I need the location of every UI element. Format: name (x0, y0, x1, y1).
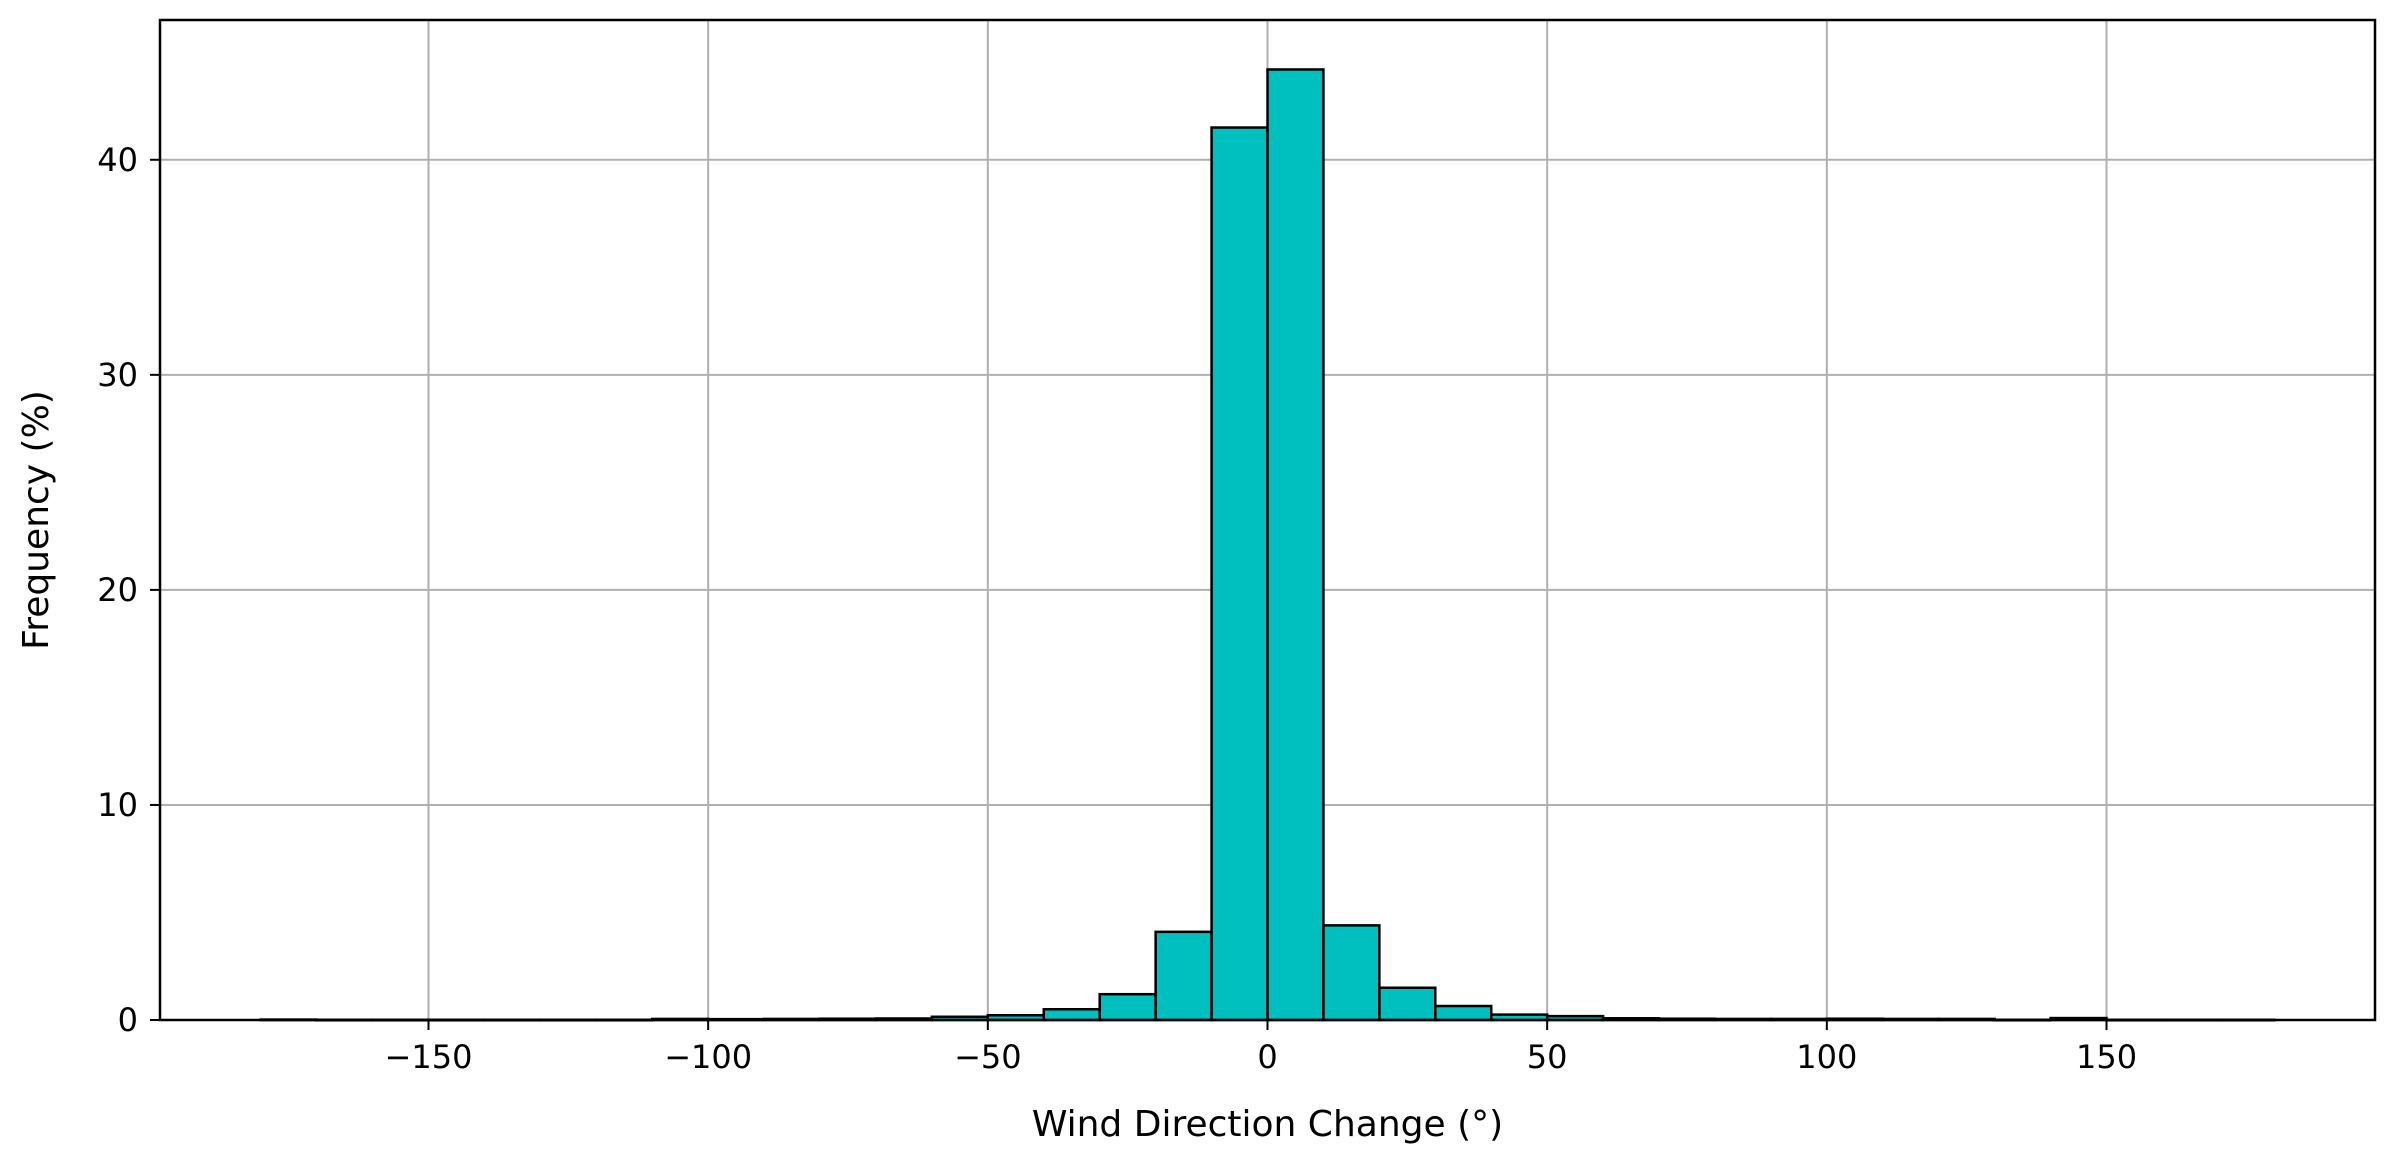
y-tick-label: 40 (97, 141, 138, 179)
x-tick-label: −50 (954, 1038, 1022, 1076)
x-tick-label: 0 (1257, 1038, 1277, 1076)
histogram-bar (1378, 986, 1437, 1022)
x-tick-label: 50 (1527, 1038, 1568, 1076)
y-tick-label: 10 (97, 786, 138, 824)
x-axis-label: Wind Direction Change (°) (1032, 1104, 1503, 1145)
x-axis-ticks: −150 −100 −50 0 50 100 150 (385, 1020, 2137, 1076)
x-tick-label: 100 (1796, 1038, 1857, 1076)
y-tick-label: 30 (97, 356, 138, 394)
y-tick-label: 0 (118, 1001, 138, 1039)
histogram-bar (1154, 930, 1213, 1022)
x-tick-label: −150 (385, 1038, 473, 1076)
y-axis-ticks: 0 10 20 30 40 (97, 141, 160, 1039)
histogram-bar (1210, 126, 1269, 1022)
histogram-bar (1434, 1004, 1493, 1022)
x-tick-label: 150 (2076, 1038, 2137, 1076)
y-tick-label: 20 (97, 571, 138, 609)
histogram-bars (259, 68, 2276, 1022)
histogram-bar (1042, 1007, 1101, 1022)
y-axis-label: Frequency (%) (16, 390, 57, 650)
histogram-bar (1322, 924, 1381, 1022)
histogram-bar (1266, 68, 1325, 1022)
x-tick-label: −100 (664, 1038, 752, 1076)
histogram-bar (1098, 992, 1157, 1022)
